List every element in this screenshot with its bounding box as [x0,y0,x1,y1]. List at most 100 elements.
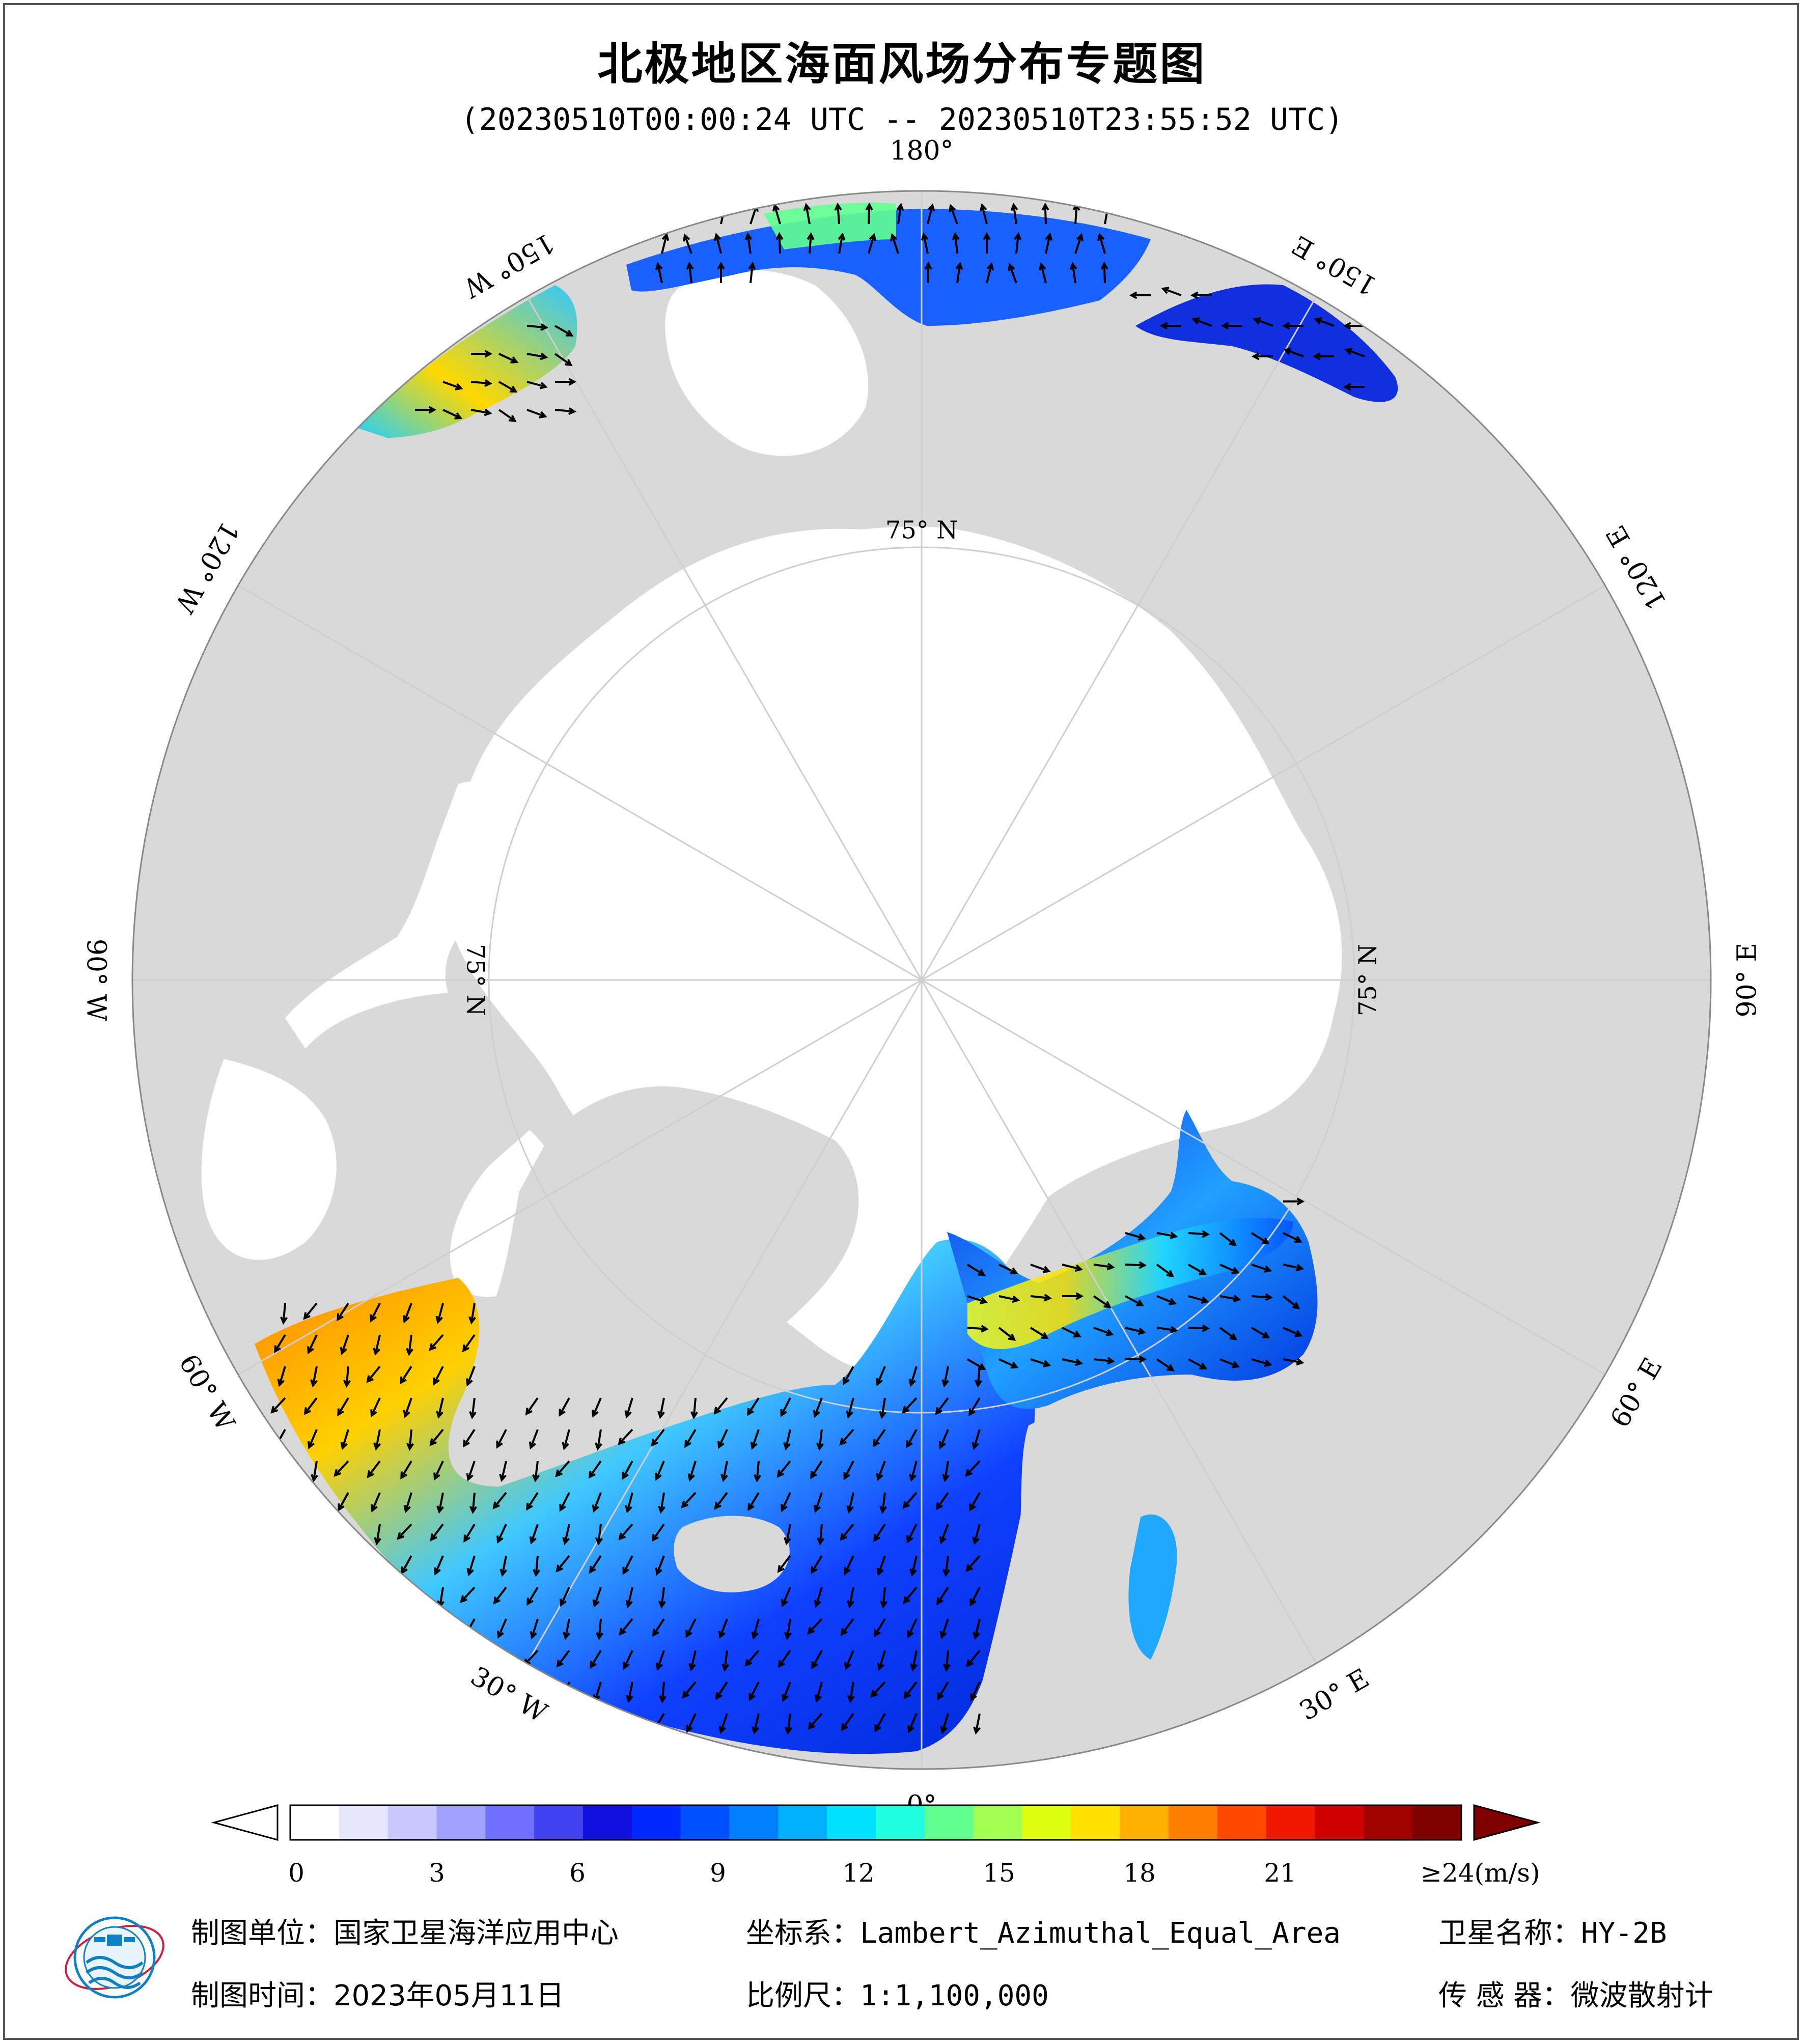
wind-arrow [651,1429,665,1447]
time-range: (20230510T00:00:24 UTC -- 20230510T23:55… [460,102,1344,137]
wind-arrow [1129,291,1151,299]
wind-arrow [586,1713,602,1729]
wind-arrow [1190,291,1212,299]
colorbar-cell [1315,1805,1364,1840]
colorbar-cell [631,1805,681,1840]
wind-arrow [366,1365,381,1383]
wind-arrow [752,1713,760,1735]
wind-arrow [714,1492,728,1510]
latitude-labels: 75° N 75° N 75° N [461,516,1382,1017]
colorbar-unit: ≥24(m/s) [1421,1858,1540,1888]
wind-arrow [949,204,958,225]
wind-arrow [872,1429,886,1447]
wind-arrow [967,1295,988,1304]
wind-arrow [618,1429,633,1445]
wind-arrow [965,1460,981,1477]
wind-arrow [463,1523,476,1543]
colorbar-cell [924,1805,974,1840]
wind-arrow [436,1492,444,1514]
wind-arrow [838,232,846,254]
wind-arrow [595,1429,602,1451]
wind-arrow [626,1682,633,1703]
wind-arrow [659,1682,667,1704]
colorbar-cell [1412,1805,1462,1840]
wind-arrow [498,353,519,363]
wind-arrow [277,1366,286,1387]
wind-arrow [1251,1264,1272,1273]
footer-satellite-value: HY-2B [1581,1917,1667,1950]
colorbar-tick-label: 9 [710,1858,726,1888]
wind-arrow [398,1713,412,1730]
bering-north-strip [764,203,896,249]
meridian-line [237,979,922,1376]
wind-arrow [807,1618,823,1635]
wind-arrow [1251,352,1273,360]
wind-arrow [373,1334,381,1356]
wind-arrow [967,1325,989,1333]
greenland [430,1086,859,1485]
wind-arrow [718,1618,728,1639]
wind-arrow [1074,233,1084,254]
wind-arrow [1188,1264,1207,1276]
colorbar-outline [289,1804,1462,1841]
wind-arrow [902,1397,918,1414]
wind-arrow [720,1461,728,1482]
wind-arrow [496,1429,507,1449]
wind-arrow [1008,263,1017,284]
wind-arrow [655,262,663,284]
wind-arrow [972,1429,981,1450]
colorbar-cell [1217,1805,1267,1840]
wind-arrow [1125,1232,1146,1241]
footer-satellite: 卫星名称：HY-2B [1438,1910,1667,1951]
wind-arrow [1343,322,1365,330]
colorbar-cell [827,1805,876,1840]
wind-arrow [374,1524,381,1546]
atlantic-wind-field [255,1239,1036,1754]
wind-arrow [589,1555,602,1574]
wind-arrow [1125,1327,1146,1335]
colorbar-tick-label: 6 [569,1858,586,1888]
wind-arrow [937,1681,949,1701]
footer-producer-value: 国家卫星海洋应用中心 [334,1917,619,1950]
wind-arrow [311,1461,318,1482]
wind-arrow [1283,348,1304,357]
meridian-line [237,584,922,981]
wind-arrow [874,1618,886,1638]
wind-arrow [908,1366,918,1387]
wind-arrow [909,1555,918,1577]
wind-arrow [1125,1261,1147,1269]
wind-arrow [433,1366,444,1386]
wind-arrow [652,1618,665,1637]
wind-arrows [270,202,1365,1735]
wind-arrow [555,1460,570,1477]
wind-arrow [998,1358,1019,1369]
wind-arrow [687,1461,697,1482]
colorbar-cell [1266,1805,1315,1840]
wind-arrow [430,1523,444,1542]
wind-arrow [841,1713,854,1731]
wind-arrow [1097,233,1106,254]
wind-arrow [1156,1326,1178,1334]
wind-arrow [562,1524,570,1546]
footer-scale: 比例尺：1:1,100,000 [746,1973,1049,2014]
wind-arrow [965,1555,981,1572]
wind-arrow [533,1555,541,1578]
wind-arrow [559,1492,570,1512]
wind-arrow [813,1492,823,1513]
wind-arrow [619,1713,633,1731]
wind-arrow [1156,1231,1178,1240]
longitude-label: 30° E [1294,1663,1374,1727]
wind-arrow [847,1682,855,1703]
wind-arrow [1188,1358,1208,1369]
wind-arrow [943,1650,951,1672]
wind-arrow [966,1649,981,1667]
wind-arrow [1283,1232,1302,1243]
wind-arrow [1253,317,1273,327]
colorbar-tick-label: 18 [1123,1858,1156,1888]
wind-arrow [370,1492,381,1513]
wind-arrow [554,407,577,415]
wind-arrow [744,232,753,254]
footer-date-value: 2023年05月11日 [334,1979,565,2012]
wind-arrow [525,1397,539,1416]
wind-arrow [781,1682,791,1702]
